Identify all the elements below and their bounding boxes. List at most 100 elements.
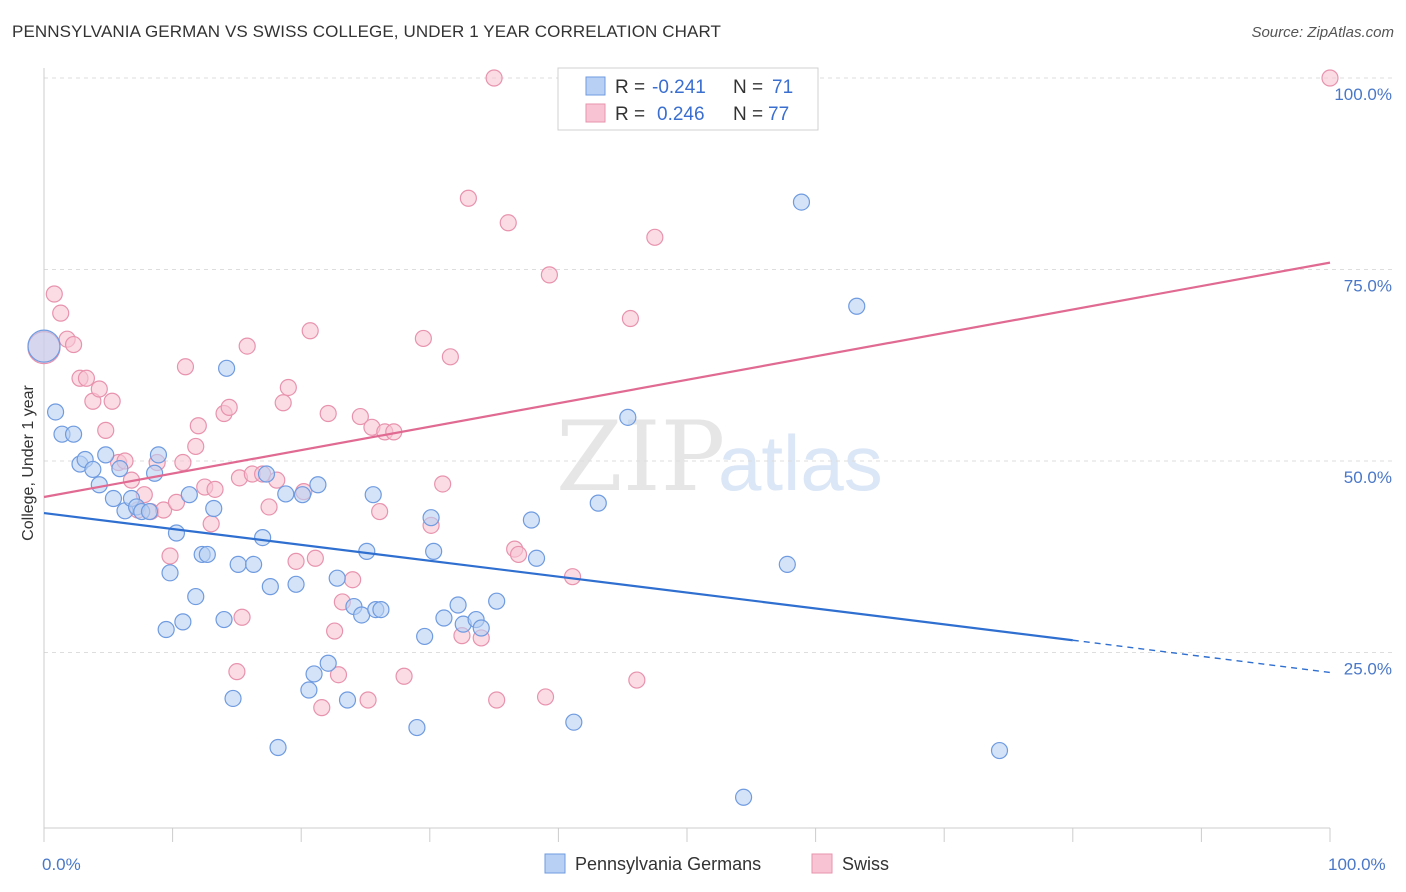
legend-n-value-1: 71 <box>772 77 793 98</box>
swiss-point-59 <box>434 475 452 493</box>
swiss-point-33 <box>238 337 256 355</box>
swiss-point-69 <box>540 266 558 284</box>
pennsylvania-germans-point-59 <box>472 619 490 637</box>
pennsylvania-germans-point-0 <box>27 329 61 363</box>
swiss-point-43 <box>306 549 324 567</box>
trend-lines <box>43 261 1331 674</box>
swiss-point-68 <box>509 545 528 564</box>
pennsylvania-germans-point-52 <box>416 627 434 646</box>
swiss-point-53 <box>371 502 389 521</box>
pennsylvania-germans-point-43 <box>328 569 346 587</box>
swiss-point-32 <box>233 608 251 626</box>
swiss-point-6 <box>77 369 96 387</box>
bottom-legend-label-blue: Pennsylvania Germans <box>575 854 761 874</box>
pennsylvania-germans-point-18 <box>157 620 175 639</box>
pennsylvania-germans-trend-line <box>43 511 1073 642</box>
swiss-point-19 <box>161 547 179 565</box>
swiss-point-64 <box>485 69 503 87</box>
swiss-point-22 <box>176 358 195 376</box>
correlation-legend: R = -0.241 N = 71 R = 0.246 N = 77 <box>557 67 819 131</box>
swiss-point-73 <box>628 671 646 689</box>
source-label: Source: ZipAtlas.com <box>1251 24 1394 41</box>
pennsylvania-germans-point-68 <box>792 193 811 211</box>
pennsylvania-germans-point-65 <box>619 408 637 426</box>
swiss-point-60 <box>441 348 459 366</box>
pennsylvania-germans-point-61 <box>522 511 540 529</box>
pennsylvania-germans-trend-extension <box>1072 639 1331 674</box>
pennsylvania-germans-point-20 <box>167 524 186 542</box>
x-tick-label-100: 100.0% <box>1328 855 1386 874</box>
legend-r-label-1: R = <box>615 77 645 98</box>
pennsylvania-germans-point-7 <box>90 476 108 494</box>
y-tick-label-50: 50.0% <box>1344 468 1392 487</box>
legend-swatch-pink <box>585 103 606 123</box>
pennsylvania-germans-point-37 <box>287 575 305 593</box>
pennsylvania-germans-point-28 <box>218 359 236 377</box>
pennsylvania-germans-point-53 <box>422 509 440 527</box>
pennsylvania-germans-point-31 <box>245 555 263 574</box>
swiss-point-74 <box>646 228 664 246</box>
pennsylvania-germans-point-36 <box>277 485 295 503</box>
y-tick-labels: 25.0% 50.0% 75.0% 100.0% <box>1334 85 1392 679</box>
pennsylvania-germans-point-38 <box>293 486 312 504</box>
pennsylvania-germans-point-56 <box>449 596 467 614</box>
legend-swatch-blue <box>585 76 606 96</box>
swiss-point-50 <box>351 407 369 426</box>
pennsylvania-germans-point-62 <box>527 549 546 567</box>
pennsylvania-germans-point-15 <box>140 502 159 521</box>
y-tick-label-75: 75.0% <box>1344 277 1392 296</box>
swiss-point-66 <box>499 214 517 232</box>
legend-n-value-2: 77 <box>768 104 789 125</box>
pennsylvania-germans-point-3 <box>64 425 83 443</box>
pennsylvania-germans-point-48 <box>364 486 382 504</box>
y-tick-label-25: 25.0% <box>1344 660 1392 679</box>
pennsylvania-germans-point-63 <box>565 713 583 731</box>
swiss-trend-line <box>43 261 1331 499</box>
pennsylvania-germans-point-67 <box>778 555 796 574</box>
bottom-legend-swatch-pink <box>811 853 833 874</box>
pennsylvania-germans-point-40 <box>305 665 323 683</box>
pennsylvania-germans-point-17 <box>149 446 168 464</box>
swiss-point-51 <box>359 691 377 709</box>
swiss-point-40 <box>287 552 305 570</box>
swiss-point-20 <box>167 493 186 511</box>
legend-n-label-1: N = <box>733 77 763 98</box>
swiss-point-9 <box>97 421 115 439</box>
pennsylvania-germans-point-22 <box>180 486 198 504</box>
pennsylvania-germans-points <box>27 193 1009 806</box>
pennsylvania-germans-point-44 <box>338 691 357 709</box>
pennsylvania-germans-point-42 <box>319 654 337 672</box>
swiss-point-72 <box>621 309 640 328</box>
swiss-point-36 <box>260 498 278 516</box>
pennsylvania-germans-point-51 <box>408 718 426 737</box>
swiss-point-42 <box>301 322 319 340</box>
swiss-point-76 <box>1321 69 1339 87</box>
swiss-point-45 <box>319 404 337 423</box>
legend-n-label-2: N = <box>733 104 763 125</box>
swiss-point-62 <box>459 189 477 207</box>
pennsylvania-germans-point-55 <box>435 609 453 627</box>
pennsylvania-germans-point-26 <box>205 499 223 518</box>
pennsylvania-germans-point-64 <box>589 494 607 512</box>
pennsylvania-germans-point-60 <box>488 592 506 610</box>
swiss-point-10 <box>103 392 121 410</box>
pennsylvania-germans-point-41 <box>309 476 327 494</box>
swiss-point-1 <box>45 285 63 303</box>
y-axis-label: College, Under 1 year <box>20 385 37 541</box>
watermark: ZIP atlas <box>556 401 883 513</box>
swiss-point-46 <box>326 622 344 640</box>
swiss-point-47 <box>329 666 348 684</box>
swiss-point-21 <box>174 453 192 472</box>
pennsylvania-germans-point-19 <box>161 564 179 582</box>
pennsylvania-germans-point-69 <box>848 297 866 315</box>
pennsylvania-germans-point-50 <box>372 601 390 619</box>
pennsylvania-germans-point-33 <box>257 465 276 483</box>
bottom-legend-label-pink: Swiss <box>842 854 889 874</box>
pennsylvania-germans-point-54 <box>425 542 443 560</box>
pennsylvania-germans-point-70 <box>990 741 1009 760</box>
bottom-legend-swatch-blue <box>544 853 566 874</box>
pennsylvania-germans-point-32 <box>254 528 272 547</box>
pennsylvania-germans-point-35 <box>269 738 287 757</box>
legend-r-label-2: R = <box>615 104 645 125</box>
